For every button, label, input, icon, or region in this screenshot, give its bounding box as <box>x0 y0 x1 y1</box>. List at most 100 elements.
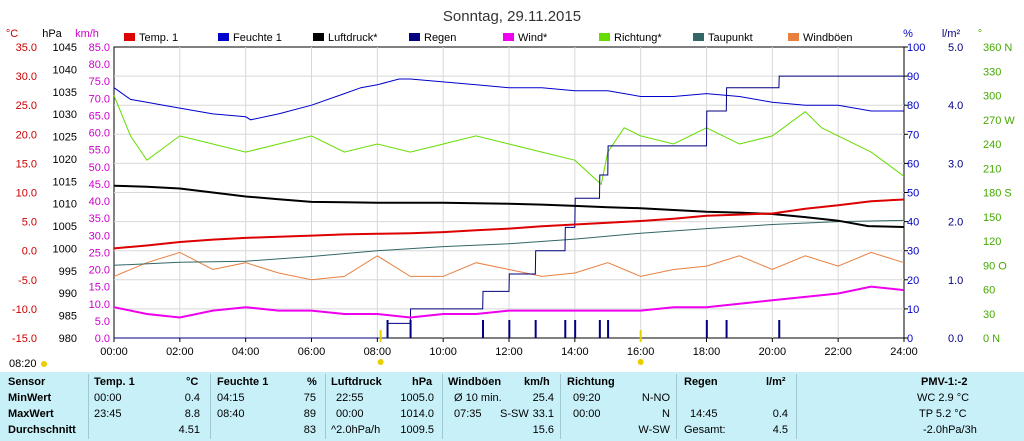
rain-total-value: 4.5 <box>772 424 788 436</box>
series-line-3 <box>114 75 904 339</box>
left-axis-1-tick-label: 1020 <box>53 154 77 166</box>
left-axis-2-tick-label: 0.0 <box>95 333 110 345</box>
left-axis-0-tick-label: -5.0 <box>18 275 37 287</box>
left-axis-1-tick-label: 990 <box>59 288 77 300</box>
x-tick-label: 22:00 <box>824 346 852 358</box>
right-axis-2-tick-label: 330 <box>983 66 1001 78</box>
left-axis-2-tick-label: 5.0 <box>95 316 110 328</box>
right-axis-0-tick-label: 20 <box>907 275 919 287</box>
x-tick-label: 12:00 <box>495 346 523 358</box>
legend-swatch <box>599 33 610 41</box>
sun-marker-dot <box>377 359 384 365</box>
right-axis-2-tick-label: 180 S <box>983 188 1012 200</box>
left-axis-1-tick-label: 1045 <box>53 42 77 54</box>
x-tick-label: 08:00 <box>364 346 392 358</box>
left-axis-0-tick-label: 25.0 <box>16 100 37 112</box>
row-label-min: MinWert <box>8 392 52 404</box>
x-tick-label: 04:00 <box>232 346 260 358</box>
max-hum-time: 08:40 <box>217 408 245 420</box>
right-axis-1-tick-label: 4.0 <box>948 100 963 112</box>
weather-chart: Sonntag, 29.11.2015 Temp. 1 Feuchte 1 Luft… <box>6 8 1015 367</box>
right-axis-2-tick-label: 120 <box>983 236 1001 248</box>
column-divider <box>325 374 326 439</box>
column-divider <box>676 374 677 439</box>
chart-series <box>113 75 905 339</box>
right-axis-2-tick-label: 30 <box>983 309 995 321</box>
right-axis-1-tick-label: 1.0 <box>948 275 963 287</box>
left-axis-0-unit: °C <box>6 28 18 40</box>
legend-label: Taupunkt <box>708 32 753 44</box>
right-axis-2-tick-label: 270 W <box>983 115 1015 127</box>
left-axis-2-tick-label: 10.0 <box>89 299 110 311</box>
max-dir-value: N <box>662 408 670 420</box>
left-axis-1-tick-label: 1010 <box>53 199 77 211</box>
statistics-table: Sensor Temp. 1 °C Feuchte 1 % Luftdruck … <box>0 372 1024 441</box>
right-axis-0-tick-label: 50 <box>907 188 919 200</box>
left-axis-0-tick-label: 10.0 <box>16 188 37 200</box>
right-axis-0-tick-label: 40 <box>907 217 919 229</box>
left-axis-1-unit: hPa <box>42 28 62 40</box>
y-axes: 35.0 30.0 25.0 20.0 15.0 10.0 5.0 0.0 -5.0 -10.0 -… <box>12 42 1015 345</box>
right-axis-0-tick-label: 80 <box>907 100 919 112</box>
left-axis-0-tick-label: 15.0 <box>16 158 37 170</box>
avg-hum-value: 83 <box>303 424 316 436</box>
right-axis-0-tick-label: 30 <box>907 246 919 258</box>
left-axis-2-unit: km/h <box>75 28 99 40</box>
min-dir-value: N-NO <box>641 392 670 404</box>
left-axis-2-tick-label: 20.0 <box>89 265 110 277</box>
legend-label: Wind* <box>518 32 548 44</box>
header-rain-unit: l/m² <box>766 376 786 388</box>
rain-total-label: Gesamt: <box>684 424 726 436</box>
right-axis-1-tick-label: 2.0 <box>948 217 963 229</box>
min-temp-value: 0.4 <box>184 392 200 404</box>
right-axis-0-tick-label: 60 <box>907 158 919 170</box>
series-line-5 <box>113 95 905 186</box>
rain-interval-bars <box>386 320 781 338</box>
legend-label: Regen <box>424 32 456 44</box>
header-rain: Regen <box>684 376 718 388</box>
left-axis-1-tick-label: 1000 <box>53 243 77 255</box>
column-divider <box>88 374 89 439</box>
sensor-time-dot <box>41 361 47 367</box>
column-divider <box>442 374 443 439</box>
min-gust-time: Ø 10 min. <box>454 392 502 404</box>
avg-press-trend: ^2.0hPa/h <box>331 424 381 436</box>
right-axis-0-tick-label: 70 <box>907 129 919 141</box>
legend-label: Temp. 1 <box>139 32 178 44</box>
row-label-max: MaxWert <box>8 408 54 420</box>
header-pressure: Luftdruck <box>331 376 382 388</box>
series-line-6 <box>113 219 905 266</box>
left-axis-2-tick-label: 85.0 <box>89 42 110 54</box>
legend-label: Feuchte 1 <box>233 32 282 44</box>
x-tick-label: 10:00 <box>429 346 457 358</box>
left-axis-2-tick-label: 60.0 <box>89 128 110 140</box>
avg-press-value: 1009.5 <box>400 424 434 436</box>
left-axis-2-tick-label: 75.0 <box>89 76 110 88</box>
right-axis-2-tick-label: 360 N <box>983 42 1012 54</box>
avg-temp-value: 4.51 <box>178 424 200 436</box>
x-tick-label: 20:00 <box>759 346 787 358</box>
left-axis-1-tick-label: 980 <box>59 333 77 345</box>
right-axis-2-tick-label: 210 <box>983 163 1001 175</box>
legend-swatch <box>124 33 135 41</box>
min-temp-time: 00:00 <box>94 392 122 404</box>
right-axis-2-tick-label: 300 <box>983 91 1001 103</box>
left-axis-1-tick-label: 1040 <box>53 64 77 76</box>
max-hum-value: 89 <box>303 408 316 420</box>
header-sensor: Sensor <box>8 376 46 388</box>
header-humidity-unit: % <box>307 376 317 388</box>
right-axis-2-tick-label: 60 <box>983 285 995 297</box>
header-humidity: Feuchte 1 <box>217 376 269 388</box>
right-axis-2-tick-label: 150 <box>983 212 1001 224</box>
series-line-1 <box>113 78 904 121</box>
max-gust-time: 07:35 <box>454 408 482 420</box>
time-markers <box>41 330 644 367</box>
left-axis-2-tick-label: 70.0 <box>89 93 110 105</box>
max-gust-direction: S-SW <box>500 408 529 420</box>
header-temp-unit: °C <box>186 376 199 388</box>
legend-swatch <box>218 33 229 41</box>
left-axis-2-tick-label: 30.0 <box>89 230 110 242</box>
left-axis-1-tick-label: 1005 <box>53 221 77 233</box>
series-line-0 <box>113 198 905 250</box>
legend-label: Luftdruck* <box>328 32 378 44</box>
